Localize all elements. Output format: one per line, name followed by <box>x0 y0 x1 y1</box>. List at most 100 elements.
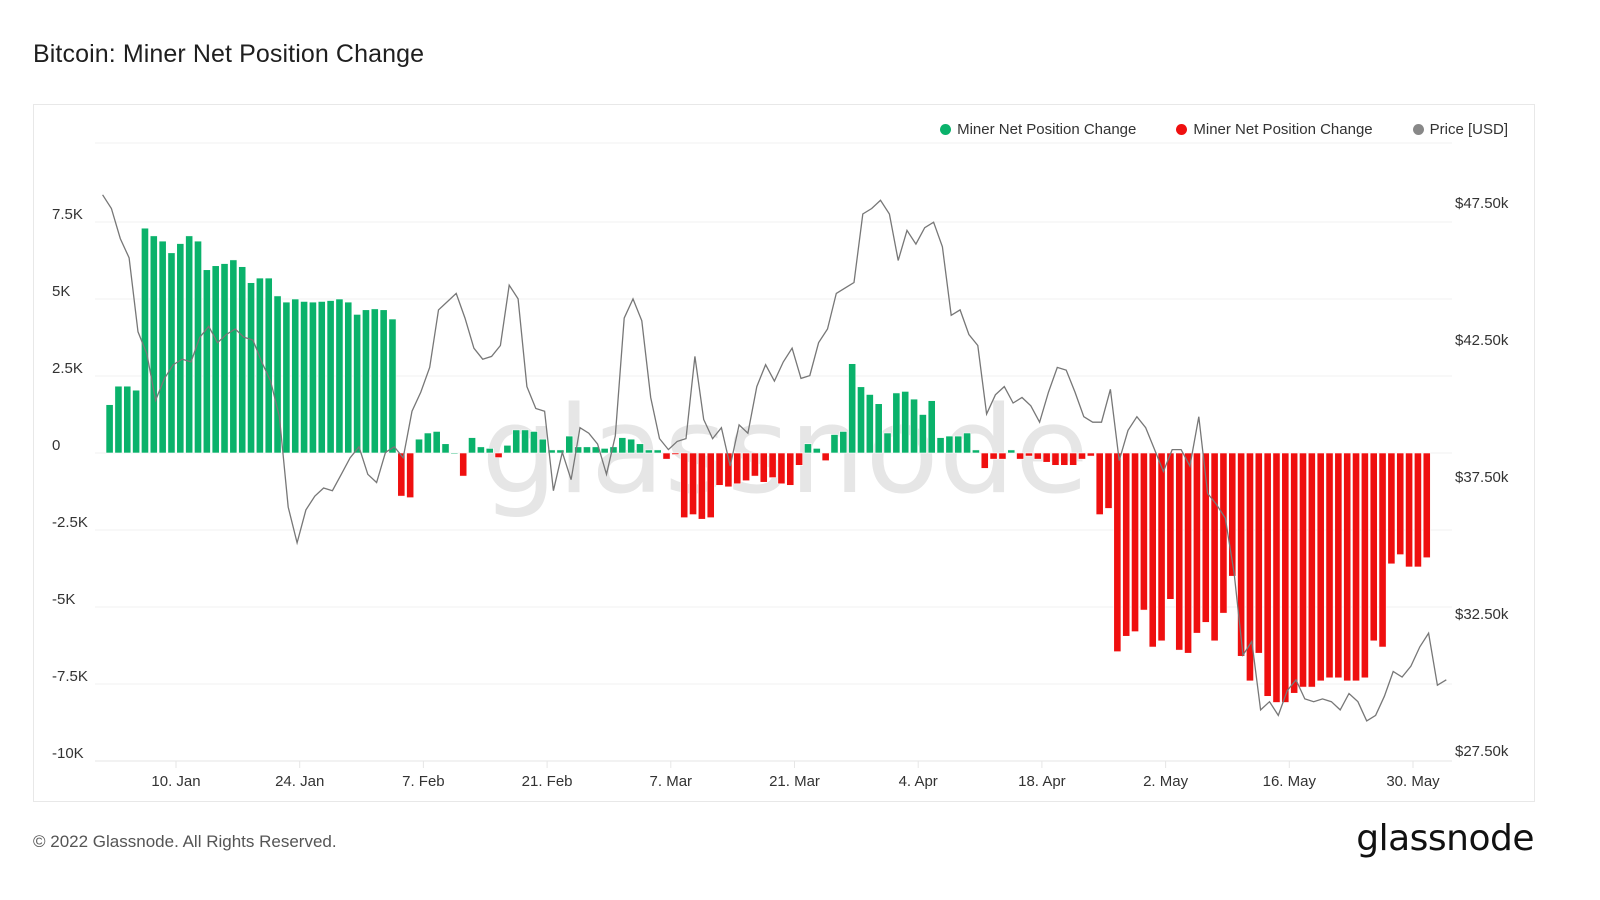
bar[interactable] <box>176 243 185 454</box>
bar[interactable] <box>945 435 954 454</box>
bar[interactable] <box>662 452 671 460</box>
bar[interactable] <box>1307 452 1316 688</box>
bar[interactable] <box>671 452 680 455</box>
bar[interactable] <box>927 400 936 454</box>
bar[interactable] <box>1334 452 1343 679</box>
bar[interactable] <box>494 452 503 458</box>
bar[interactable] <box>220 263 229 454</box>
bar[interactable] <box>167 252 176 454</box>
bar[interactable] <box>450 452 459 455</box>
bar[interactable] <box>326 300 335 454</box>
bar[interactable] <box>1060 452 1069 466</box>
bar[interactable] <box>1175 452 1184 651</box>
bar[interactable] <box>1343 452 1352 682</box>
bar[interactable] <box>521 429 529 454</box>
bar[interactable] <box>865 394 874 454</box>
bar[interactable] <box>830 434 839 454</box>
bar[interactable] <box>697 452 706 520</box>
bar[interactable] <box>1131 452 1139 632</box>
bar[interactable] <box>874 403 883 454</box>
bar[interactable] <box>1246 452 1254 682</box>
bar[interactable] <box>1095 452 1104 515</box>
bar[interactable] <box>812 448 821 454</box>
bar[interactable] <box>1016 452 1025 460</box>
bar[interactable] <box>300 301 308 454</box>
bar[interactable] <box>1405 452 1413 568</box>
legend-item-negative[interactable]: Miner Net Position Change <box>1176 121 1373 138</box>
bar[interactable] <box>1078 452 1086 460</box>
bar[interactable] <box>706 452 715 518</box>
bar[interactable] <box>185 235 194 454</box>
bar[interactable] <box>848 363 857 454</box>
bar[interactable] <box>963 432 971 454</box>
bar[interactable] <box>406 452 415 498</box>
bar[interactable] <box>353 314 362 454</box>
bar[interactable] <box>1272 452 1281 703</box>
bar[interactable] <box>317 301 326 454</box>
bar[interactable] <box>715 452 724 486</box>
bar[interactable] <box>821 452 830 461</box>
bar[interactable] <box>1378 452 1387 648</box>
bar[interactable] <box>644 449 653 454</box>
bar[interactable] <box>724 452 733 488</box>
bar[interactable] <box>459 452 468 477</box>
bar[interactable] <box>370 308 379 454</box>
bar[interactable] <box>211 265 220 454</box>
bar[interactable] <box>1033 452 1042 460</box>
bar[interactable] <box>627 438 636 454</box>
bar[interactable] <box>485 448 494 454</box>
legend-item-positive[interactable]: Miner Net Position Change <box>940 121 1136 138</box>
bar[interactable] <box>1113 452 1122 652</box>
bar[interactable] <box>264 277 273 454</box>
bar[interactable] <box>1219 452 1228 614</box>
bar[interactable] <box>989 452 998 460</box>
bar[interactable] <box>1157 452 1166 642</box>
bar[interactable] <box>512 429 521 454</box>
bar[interactable] <box>1193 452 1201 634</box>
bar[interactable] <box>1166 452 1175 600</box>
bar[interactable] <box>839 431 848 454</box>
bar[interactable] <box>998 452 1007 460</box>
bar[interactable] <box>141 227 149 454</box>
bar[interactable] <box>1104 452 1113 509</box>
bar[interactable] <box>583 446 591 454</box>
bar[interactable] <box>1148 452 1157 648</box>
price-line[interactable] <box>102 194 1447 722</box>
bar[interactable] <box>388 318 397 454</box>
bar[interactable] <box>795 452 804 466</box>
bar[interactable] <box>194 240 202 454</box>
bar[interactable] <box>229 259 238 454</box>
bar[interactable] <box>653 449 662 454</box>
bar[interactable] <box>132 389 141 454</box>
bar[interactable] <box>1069 452 1078 466</box>
bar[interactable] <box>158 240 167 454</box>
bar[interactable] <box>149 235 158 454</box>
bar[interactable] <box>282 301 291 454</box>
bar[interactable] <box>432 431 441 454</box>
bar[interactable] <box>1316 452 1325 682</box>
bar[interactable] <box>1299 452 1307 688</box>
bar[interactable] <box>1360 452 1369 679</box>
bar[interactable] <box>1325 452 1334 679</box>
bar[interactable] <box>733 452 742 485</box>
bar[interactable] <box>892 392 901 454</box>
bar[interactable] <box>1396 452 1405 555</box>
bar[interactable] <box>1201 452 1210 623</box>
legend-item-price[interactable]: Price [USD] <box>1412 121 1508 138</box>
bar[interactable] <box>901 391 910 454</box>
bar[interactable] <box>1387 452 1396 565</box>
bar[interactable] <box>768 452 777 478</box>
bar[interactable] <box>476 446 485 454</box>
bar[interactable] <box>1369 452 1378 642</box>
bar[interactable] <box>255 277 264 454</box>
bar[interactable] <box>379 309 388 454</box>
bar[interactable] <box>1025 452 1033 457</box>
bar[interactable] <box>441 443 450 454</box>
bar[interactable] <box>1263 452 1272 697</box>
bar[interactable] <box>238 266 247 454</box>
bar[interactable] <box>1281 452 1290 703</box>
bar[interactable] <box>335 298 344 454</box>
bar[interactable] <box>600 448 609 454</box>
bar[interactable] <box>1254 452 1263 654</box>
bar[interactable] <box>972 449 980 454</box>
